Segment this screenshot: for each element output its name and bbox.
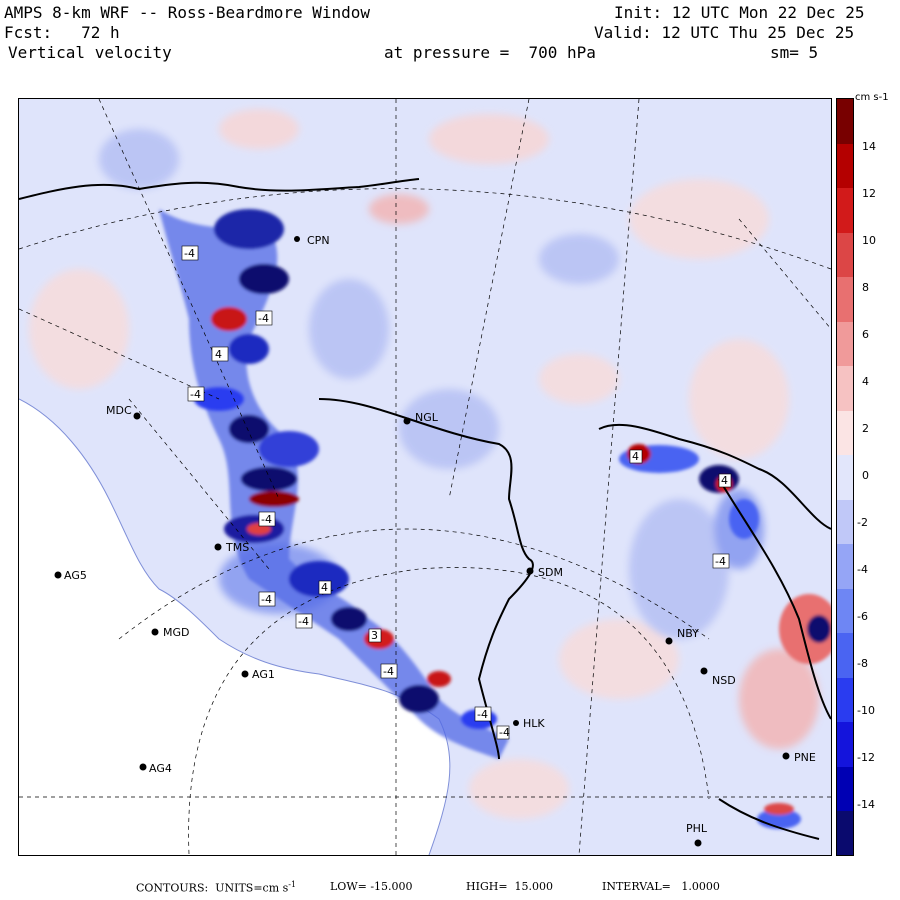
svg-text:MGD: MGD [163, 626, 190, 639]
svg-text:TMS: TMS [225, 541, 249, 554]
color-scale-swatch [837, 454, 853, 500]
vertical-velocity-map: -4 -4 4 -4 -4 -4 [18, 98, 832, 856]
color-scale-swatch [837, 721, 853, 767]
svg-text:AG1: AG1 [252, 668, 275, 681]
color-scale-label: -2 [857, 516, 868, 529]
color-scale-swatch [837, 588, 853, 634]
color-scale-swatch [837, 143, 853, 189]
contour-label: -4 [261, 513, 272, 526]
station-phl[interactable]: PHL [686, 822, 708, 847]
station-hlk[interactable]: HLK [513, 717, 545, 730]
station-ag1[interactable]: AG1 [241, 668, 275, 681]
station-ag4[interactable]: AG4 [139, 762, 172, 775]
contours-unit-exponent: -1 [288, 880, 297, 889]
color-scale-label: 0 [862, 469, 869, 482]
init-time: Init: 12 UTC Mon 22 Dec 25 [614, 3, 865, 22]
color-scale-swatch [837, 410, 853, 456]
station-nsd[interactable]: NSD [700, 667, 736, 688]
map-canvas: -4 -4 4 -4 -4 -4 [19, 99, 831, 855]
station-pne[interactable]: PNE [782, 751, 816, 764]
station-ngl[interactable]: NGL [403, 411, 439, 425]
contour-label: -4 [261, 593, 272, 606]
contours-low: LOW= -15.000 [330, 880, 413, 893]
contour-label: -4 [477, 708, 488, 721]
blue-patches [99, 129, 764, 639]
contour-label: 4 [321, 581, 328, 594]
station-ag5[interactable]: AG5 [54, 569, 87, 582]
svg-text:NSD: NSD [712, 674, 736, 687]
color-scale-label: 2 [862, 422, 869, 435]
contour-label: -4 [184, 247, 195, 260]
color-scale-label: 14 [862, 140, 876, 153]
coastline [19, 178, 831, 840]
color-scale-unit: cm s-1 [855, 92, 889, 103]
valid-time: Valid: 12 UTC Thu 25 Dec 25 [594, 23, 855, 42]
contour-label: 3 [371, 629, 378, 642]
color-scale-label: 10 [862, 234, 876, 247]
color-scale-label: -8 [857, 657, 868, 670]
svg-text:AG4: AG4 [149, 762, 172, 775]
contours-label: CONTOURS: UNITS=cm s-1 [136, 880, 296, 895]
svg-text:HLK: HLK [523, 717, 545, 730]
svg-text:SDM: SDM [538, 566, 563, 579]
color-scale-swatch [837, 232, 853, 278]
color-scale-swatch [837, 810, 853, 856]
field-name: Vertical velocity [8, 43, 172, 62]
color-scale-swatch [837, 276, 853, 322]
station-sdm[interactable]: SDM [526, 566, 563, 579]
svg-text:PHL: PHL [686, 822, 708, 835]
station-mdc[interactable]: MDC [106, 404, 141, 420]
svg-text:PNE: PNE [794, 751, 816, 764]
color-scale-label: 12 [862, 187, 876, 200]
contour-label: -4 [298, 615, 309, 628]
contour-label: 4 [632, 450, 639, 463]
color-scale-swatch [837, 187, 853, 233]
contours-units: CONTOURS: UNITS=cm s [136, 881, 289, 895]
color-scale-label: -12 [857, 751, 875, 764]
contour-label: -4 [190, 388, 201, 401]
station-cpn[interactable]: CPN [294, 234, 330, 247]
map-title: AMPS 8-km WRF -- Ross-Beardmore Window [4, 3, 371, 22]
contour-label: -4 [383, 665, 394, 678]
color-scale-swatch [837, 543, 853, 589]
pink-patches [29, 109, 819, 819]
graticule [19, 99, 831, 855]
color-scale-swatch [837, 365, 853, 411]
pressure-level: at pressure = 700 hPa [384, 43, 596, 62]
color-scale-swatch [837, 677, 853, 723]
smoothing: sm= 5 [770, 43, 819, 62]
color-scale-swatch [837, 321, 853, 367]
color-scale-label: -14 [857, 798, 875, 811]
station-tms[interactable]: TMS [214, 541, 250, 554]
color-scale-label: 6 [862, 328, 869, 341]
color-scale-bar [836, 98, 854, 856]
color-scale-swatch [837, 766, 853, 812]
ice-sheet-region [19, 399, 450, 855]
color-scale-label: 8 [862, 281, 869, 294]
station-mgd[interactable]: MGD [151, 626, 190, 639]
contour-labels: -4 -4 4 -4 -4 -4 [181, 245, 732, 740]
contour-label: -4 [715, 555, 726, 568]
contours-interval: INTERVAL= 1.0000 [602, 880, 720, 893]
color-scale-swatch [837, 99, 853, 144]
svg-text:AG5: AG5 [64, 569, 87, 582]
svg-text:NBY: NBY [677, 627, 699, 640]
color-scale-label: -10 [857, 704, 875, 717]
contour-label: 4 [721, 474, 728, 487]
color-scale-swatch [837, 499, 853, 545]
svg-text:NGL: NGL [415, 411, 439, 424]
svg-text:CPN: CPN [307, 234, 330, 247]
color-scale-swatch [837, 632, 853, 678]
contours-high: HIGH= 15.000 [466, 880, 554, 893]
color-scale-label: -4 [857, 563, 868, 576]
color-scale-label: -6 [857, 610, 868, 623]
contour-label: -4 [499, 726, 510, 739]
contour-label: -4 [258, 312, 269, 325]
contour-label: 4 [215, 348, 222, 361]
color-scale-label: 4 [862, 375, 869, 388]
svg-text:MDC: MDC [106, 404, 132, 417]
forecast-hour: Fcst: 72 h [4, 23, 120, 42]
station-nby[interactable]: NBY [665, 627, 700, 645]
stations: CPN MDC NGL TMS AG5 SDM [54, 234, 816, 847]
